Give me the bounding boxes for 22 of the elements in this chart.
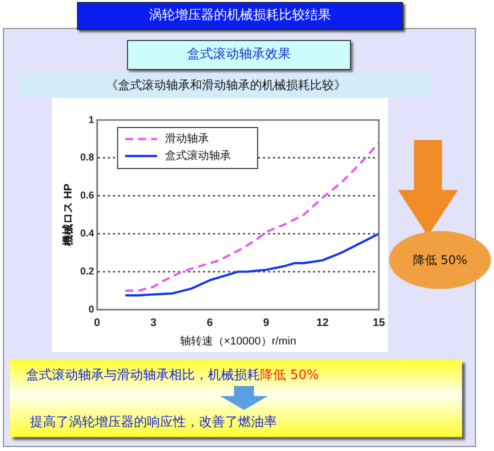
- y-tick-label: 0.8: [80, 152, 95, 164]
- x-tick-label: 12: [316, 317, 329, 330]
- y-axis-title: 機械ロス HP: [62, 184, 75, 247]
- x-tick-label: 9: [263, 317, 270, 330]
- y-tick-label: 0.4: [80, 228, 95, 240]
- y-tick-label: 0.6: [80, 190, 95, 202]
- legend-label: 滑动轴承: [165, 132, 210, 145]
- legend-label: 盒式滚动轴承: [165, 148, 232, 162]
- y-tick-label: 0: [88, 304, 95, 316]
- x-axis-title: 轴转速（×10000）r/min: [180, 334, 296, 348]
- x-tick-label: 6: [206, 317, 213, 330]
- x-tick-label: 3: [150, 317, 157, 330]
- x-tick-label: 15: [372, 317, 386, 330]
- y-tick-label: 1: [88, 114, 95, 126]
- text: 降低 50%: [260, 368, 320, 383]
- text: 提高了涡轮增压器的响应性，改善了燃油率: [30, 414, 278, 432]
- line-series: [124, 142, 379, 292]
- text: 盒式滚动轴承与滑动轴承相比，机械损耗: [26, 368, 260, 383]
- chart-title: 涡轮增压器的机械损耗比较结果: [77, 2, 403, 30]
- y-tick-label: 0.2: [80, 266, 95, 278]
- text: 《盒式滚动轴承和滑动轴承的机械损耗比较》: [20, 73, 432, 98]
- chart-subtitle: 盒式滚动轴承效果: [127, 40, 351, 70]
